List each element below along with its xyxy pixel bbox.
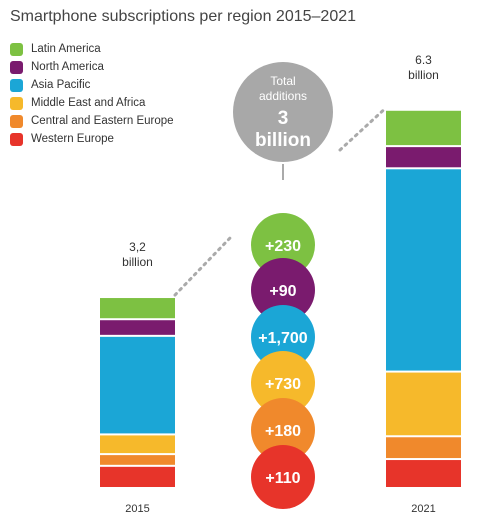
bar-segment	[100, 435, 175, 454]
addition-label: +1,700	[258, 330, 307, 347]
legend-label: North America	[31, 61, 104, 73]
addition-circle	[251, 445, 315, 509]
legend-swatch	[10, 114, 23, 128]
bar-segment	[386, 169, 461, 371]
bar-segment	[386, 460, 461, 487]
addition-circle	[251, 351, 315, 415]
addition-circle	[251, 398, 315, 462]
bar-segment	[100, 298, 175, 319]
legend-label: Central and Eastern Europe	[31, 115, 174, 127]
legend-item: Asia Pacific	[10, 76, 174, 94]
total-additions-bubble	[233, 62, 333, 162]
legend-item: Latin America	[10, 40, 174, 58]
total-additions-label: additions	[259, 89, 307, 103]
bar-segment	[100, 466, 175, 487]
addition-label: +230	[265, 238, 301, 255]
legend-swatch	[10, 78, 23, 92]
total-additions-unit: billion	[255, 130, 311, 151]
x-tick-label: 2021	[411, 503, 435, 515]
total-value-label: 3,2	[129, 240, 146, 254]
addition-label: +180	[265, 423, 301, 440]
legend-item: Central and Eastern Europe	[10, 112, 174, 130]
addition-circle	[251, 213, 315, 277]
legend-item: Western Europe	[10, 130, 174, 148]
chart-title: Smartphone subscriptions per region 2015…	[10, 8, 357, 25]
addition-circle	[251, 258, 315, 322]
addition-label: +110	[265, 470, 300, 487]
bar-segment	[386, 147, 461, 168]
legend-label: Asia Pacific	[31, 79, 91, 91]
addition-circle	[251, 305, 315, 369]
legend-item: North America	[10, 58, 174, 76]
total-additions-label: Total	[270, 74, 295, 88]
bar-segment	[386, 437, 461, 459]
legend-item: Middle East and Africa	[10, 94, 174, 112]
legend-swatch	[10, 42, 23, 56]
connector-line	[173, 236, 232, 297]
bar-segment	[100, 320, 175, 335]
legend-label: Western Europe	[31, 133, 114, 145]
addition-label: +730	[265, 376, 301, 393]
bar-segment	[100, 455, 175, 465]
legend-label: Latin America	[31, 43, 101, 55]
total-unit-label: billion	[408, 68, 439, 82]
connector-line	[338, 106, 388, 152]
bar-segment	[386, 110, 461, 146]
x-tick-label: 2015	[125, 503, 149, 515]
total-unit-label: billion	[122, 255, 153, 269]
total-value-label: 6.3	[415, 53, 432, 67]
legend-swatch	[10, 132, 23, 146]
bar-segment	[386, 372, 461, 436]
legend-swatch	[10, 60, 23, 74]
total-additions-value: 3	[278, 108, 289, 129]
bar-segment	[100, 336, 175, 434]
legend-label: Middle East and Africa	[31, 97, 146, 109]
legend-swatch	[10, 96, 23, 110]
legend: Latin America North America Asia Pacific Mi…	[10, 40, 174, 148]
addition-label: +90	[269, 283, 296, 300]
